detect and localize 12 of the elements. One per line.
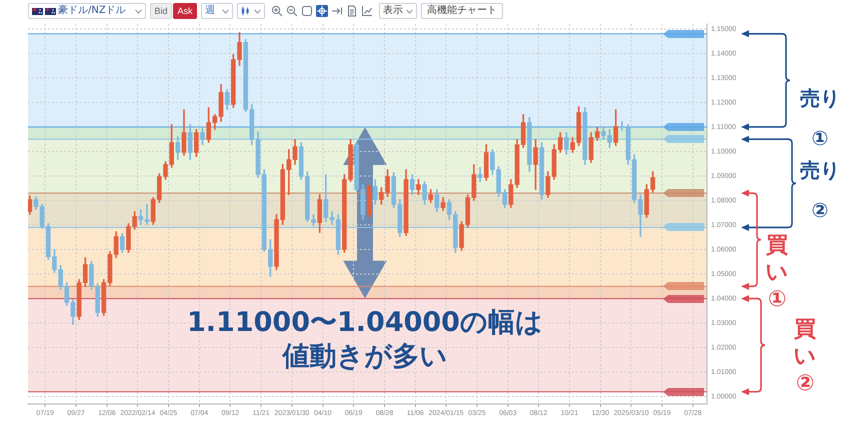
text: 買い② (792, 316, 818, 397)
dropdown: 豪ドル/NZドル (28, 3, 146, 19)
annotation: 1.11000〜1.04000の幅は値動きが多い (186, 306, 544, 374)
button: Bid (150, 3, 172, 19)
button: 高機能チャート (421, 3, 503, 19)
text: 買い① (764, 232, 790, 313)
chart-title: 豪ドル/NZドル (58, 5, 126, 17)
dropdown: 表示 (379, 3, 417, 19)
button: Ask (173, 3, 197, 19)
text: 売り① (799, 85, 841, 152)
dropdown: 週 (201, 3, 233, 19)
text: 売り② (799, 157, 841, 224)
